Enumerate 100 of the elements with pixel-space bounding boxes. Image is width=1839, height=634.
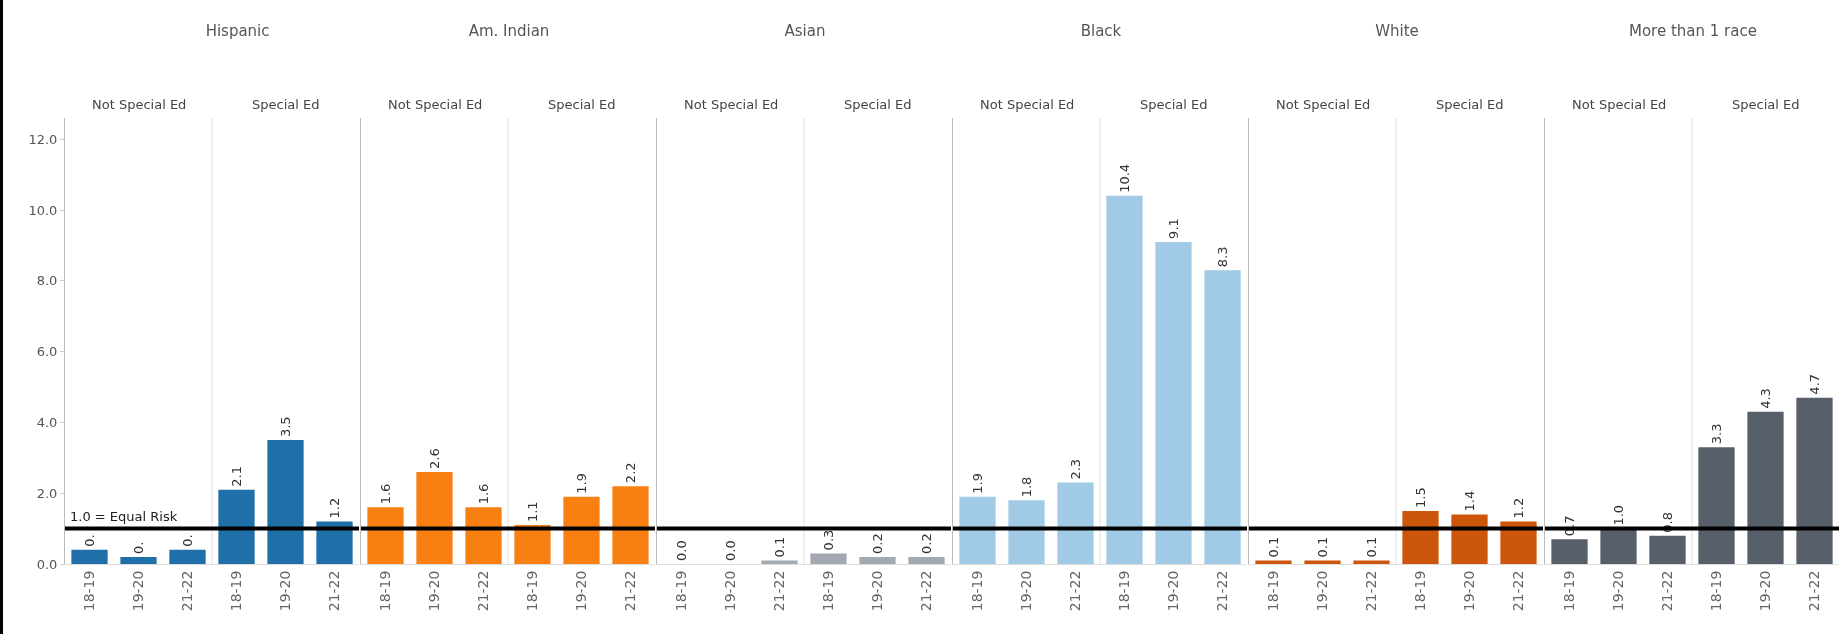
bar [1402, 510, 1439, 564]
bar [416, 471, 453, 564]
data-label: 0.2 [919, 533, 934, 554]
text: Special Ed [1732, 97, 1800, 112]
bar [1353, 560, 1390, 564]
bar [1304, 560, 1341, 564]
data-label: 0.0 [674, 540, 689, 561]
x-tick-label: 21-22 [1067, 570, 1084, 612]
data-label: 1.2 [327, 497, 342, 519]
x-tick-label: 18-19 [1561, 570, 1578, 612]
bar [1451, 514, 1488, 564]
bar [1500, 521, 1537, 564]
y-tick-label: 0.0 [36, 556, 58, 572]
data-label: 1.6 [378, 483, 393, 505]
x-tick-label: 19-20 [1461, 570, 1478, 612]
bar [563, 496, 600, 564]
text: Not Special Ed [1276, 97, 1371, 112]
x-tick-label: 18-19 [524, 570, 541, 612]
text: Special Ed [1436, 97, 1504, 112]
bar [1155, 241, 1192, 564]
bar [1551, 539, 1588, 564]
bar [1600, 528, 1637, 564]
text: Special Ed [844, 97, 912, 112]
data-label: 0. [82, 534, 97, 547]
x-tick-label: 21-22 [1214, 570, 1231, 612]
data-label: 0. [180, 534, 195, 547]
data-label: 4.3 [1758, 388, 1773, 409]
x-tick-label: 21-22 [326, 570, 343, 612]
bar [465, 507, 502, 564]
x-tick-label: 19-20 [1314, 570, 1331, 612]
data-label: 1.0 [1611, 504, 1626, 526]
x-tick-label: 18-19 [1265, 570, 1282, 612]
x-tick-label: 21-22 [1510, 570, 1527, 612]
x-tick-label: 18-19 [228, 570, 245, 612]
y-tick-label: 2.0 [36, 485, 58, 501]
bar [1649, 535, 1686, 564]
data-label: 1.8 [1019, 476, 1034, 498]
x-tick-label: 19-20 [1018, 570, 1035, 612]
data-label: 0.1 [1364, 536, 1379, 558]
bar [71, 549, 108, 564]
data-label: 0.3 [821, 529, 836, 551]
y-tick-label: 4.0 [36, 414, 58, 430]
x-tick-label: 18-19 [673, 570, 690, 612]
chart-title: Black [1080, 21, 1122, 40]
data-label: 1.9 [970, 473, 985, 494]
data-label: 0.1 [1266, 536, 1281, 558]
bar [1008, 500, 1045, 564]
text: Not Special Ed [1572, 97, 1667, 112]
data-label: 2.2 [623, 462, 638, 484]
x-tick-label: 19-20 [426, 570, 443, 612]
data-label: 1.6 [476, 483, 491, 505]
data-label: 0.1 [772, 536, 787, 558]
text: Not Special Ed [684, 97, 779, 112]
x-tick-label: 21-22 [622, 570, 639, 612]
y-tick-label: 12.0 [28, 131, 58, 147]
data-label: 0.0 [723, 540, 738, 561]
bar [169, 549, 206, 564]
x-tick-label: 18-19 [1116, 570, 1133, 612]
bar [1255, 560, 1292, 564]
ref-line-label: 1.0 = Equal Risk [70, 509, 178, 524]
data-label: 1.2 [1511, 497, 1526, 519]
x-tick-label: 21-22 [1363, 570, 1380, 612]
x-tick-label: 21-22 [918, 570, 935, 612]
bar [1057, 482, 1094, 564]
data-label: 3.3 [1709, 423, 1724, 445]
data-label: 2.3 [1068, 458, 1083, 480]
x-tick-label: 18-19 [1412, 570, 1429, 612]
data-label: 1.1 [525, 501, 540, 523]
x-tick-label: 21-22 [1806, 570, 1823, 612]
data-label: 1.5 [1413, 487, 1428, 508]
x-tick-label: 21-22 [771, 570, 788, 612]
bar [218, 489, 255, 564]
data-label: 1.9 [574, 473, 589, 494]
x-tick-label: 19-20 [869, 570, 886, 612]
text: Not Special Ed [92, 97, 187, 112]
bar [1204, 270, 1241, 564]
chart-title: Hispanic [205, 21, 270, 40]
chart-title: Asian [784, 21, 826, 40]
x-tick-label: 18-19 [820, 570, 837, 612]
text: Special Ed [548, 97, 616, 112]
bar [1796, 397, 1833, 564]
bar [1698, 447, 1735, 564]
x-tick-label: 18-19 [969, 570, 986, 612]
x-tick-label: 19-20 [573, 570, 590, 612]
x-tick-label: 18-19 [81, 570, 98, 612]
text: Not Special Ed [388, 97, 483, 112]
y-tick-label: 8.0 [36, 273, 58, 289]
x-tick-label: 18-19 [377, 570, 394, 612]
text: Special Ed [252, 97, 320, 112]
chart-title: White [1375, 21, 1419, 40]
x-tick-label: 21-22 [1659, 570, 1676, 612]
x-tick-label: 19-20 [130, 570, 147, 612]
y-tick-label: 10.0 [28, 202, 58, 218]
data-label: 3.5 [278, 416, 293, 438]
bar [120, 556, 157, 564]
x-tick-label: 18-19 [1708, 570, 1725, 612]
bar [612, 486, 649, 564]
data-label: 8.3 [1215, 246, 1230, 268]
text: Not Special Ed [980, 97, 1075, 112]
chart-title: Am. Indian [468, 21, 550, 40]
